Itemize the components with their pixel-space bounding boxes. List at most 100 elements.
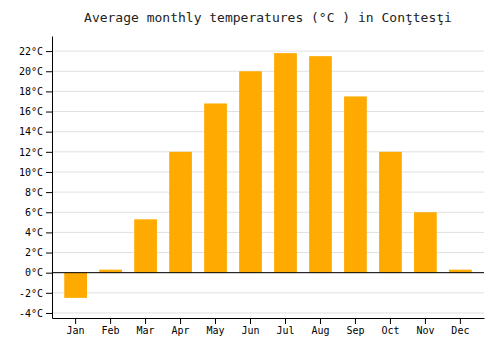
y-tick: 22°C [19,46,52,57]
y-tick: 4°C [25,227,52,238]
y-tick-mark [46,51,52,52]
x-tick-mark [145,318,146,324]
bar [309,56,332,273]
grid-line [52,71,484,72]
y-tick: 12°C [19,147,52,158]
grid-line [52,111,484,112]
x-tick-mark [460,318,461,324]
bar [239,71,262,272]
y-tick-label: -4°C [19,308,43,319]
y-tick-mark [46,172,52,173]
bar [274,53,297,273]
bar [134,219,157,272]
bar [64,273,87,298]
y-tick-label: -2°C [19,288,43,299]
x-tick: Jan [67,318,85,336]
grid-line [52,312,484,313]
x-tick: Apr [172,318,190,336]
x-tick-label: Dec [451,325,469,336]
y-tick-mark [46,91,52,92]
x-tick-mark [355,318,356,324]
x-tick-mark [285,318,286,324]
y-tick: 20°C [19,66,52,77]
y-tick-label: 4°C [25,227,43,238]
y-tick-label: 16°C [19,106,43,117]
x-tick-label: Mar [137,325,155,336]
plot: -4°C -2°C 0°C 2°C 4°C 6°C 8°C 10°C 12°C 14°C 16°C 1… [19,37,485,337]
y-tick-mark [46,293,52,294]
title: Average monthly temperatures (°C ) in Co… [84,10,452,25]
y-tick-mark [46,71,52,72]
y-tick-label: 10°C [19,167,43,178]
x-tick-label: May [206,325,224,336]
y-tick: -2°C [19,288,52,299]
bar [169,152,192,273]
x-tick: Mar [137,318,155,336]
x-tick-label: Oct [381,325,399,336]
y-axis-line [52,37,53,319]
y-tick: 10°C [19,167,52,178]
bar [204,103,227,272]
y-tick-label: 0°C [25,267,43,278]
x-tick: Nov [416,318,434,336]
x-tick-label: Feb [102,325,120,336]
y-tick-mark [46,112,52,113]
y-tick-mark [46,313,52,314]
y-tick-mark [46,273,52,274]
y-tick-label: 14°C [19,126,43,137]
y-tick-mark [46,132,52,133]
y-tick-label: 20°C [19,66,43,77]
y-tick-mark [46,152,52,153]
y-tick: 14°C [19,126,52,137]
bar [379,152,402,273]
x-axis: Jan Feb Mar Apr May Jun Jul Aug Sep Oct Nov Dec [53,318,485,336]
y-tick: 0°C [25,267,52,278]
x-tick-mark [75,318,76,324]
y-axis: -4°C -2°C 0°C 2°C 4°C 6°C 8°C 10°C 12°C 14°C 16°C 1… [19,37,53,319]
x-tick: Oct [381,318,399,336]
zero-line [52,272,484,273]
y-tick-label: 12°C [19,147,43,158]
grid-line [52,131,484,132]
bars [52,53,484,298]
bar [414,212,437,272]
x-tick-label: Aug [311,325,329,336]
x-tick: Dec [451,318,469,336]
y-tick: -4°C [19,308,52,319]
x-tick-label: Sep [346,325,364,336]
x-tick-label: Jan [67,325,85,336]
y-tick-mark [46,192,52,193]
y-tick-label: 2°C [25,247,43,258]
y-tick: 2°C [25,247,52,258]
x-tick-mark [180,318,181,324]
y-tick-label: 22°C [19,46,43,57]
bar [344,96,367,272]
y-tick: 8°C [25,187,52,198]
y-tick-mark [46,253,52,254]
x-tick-mark [215,318,216,324]
grid [52,51,484,313]
grid-line [52,171,484,172]
y-tick-label: 18°C [19,86,43,97]
x-tick-mark [250,318,251,324]
x-tick: Jul [276,318,294,336]
y-tick: 16°C [19,106,52,117]
chart: -4°C -2°C 0°C 2°C 4°C 6°C 8°C 10°C 12°C 14°C 16°C 1… [0,0,500,350]
x-tick: Aug [311,318,329,336]
y-tick: 6°C [25,207,52,218]
y-tick-label: 6°C [25,207,43,218]
grid-line [52,91,484,92]
x-tick-label: Jun [241,325,259,336]
x-tick: Feb [102,318,120,336]
grid-line [52,151,484,152]
x-tick-label: Jul [276,325,294,336]
x-axis-line [53,318,485,319]
x-tick-mark [425,318,426,324]
x-tick-mark [320,318,321,324]
x-tick: Sep [346,318,364,336]
y-tick-mark [46,232,52,233]
x-tick-mark [110,318,111,324]
x-tick: May [206,318,224,336]
x-tick-label: Apr [172,325,190,336]
grid-line [52,292,484,293]
